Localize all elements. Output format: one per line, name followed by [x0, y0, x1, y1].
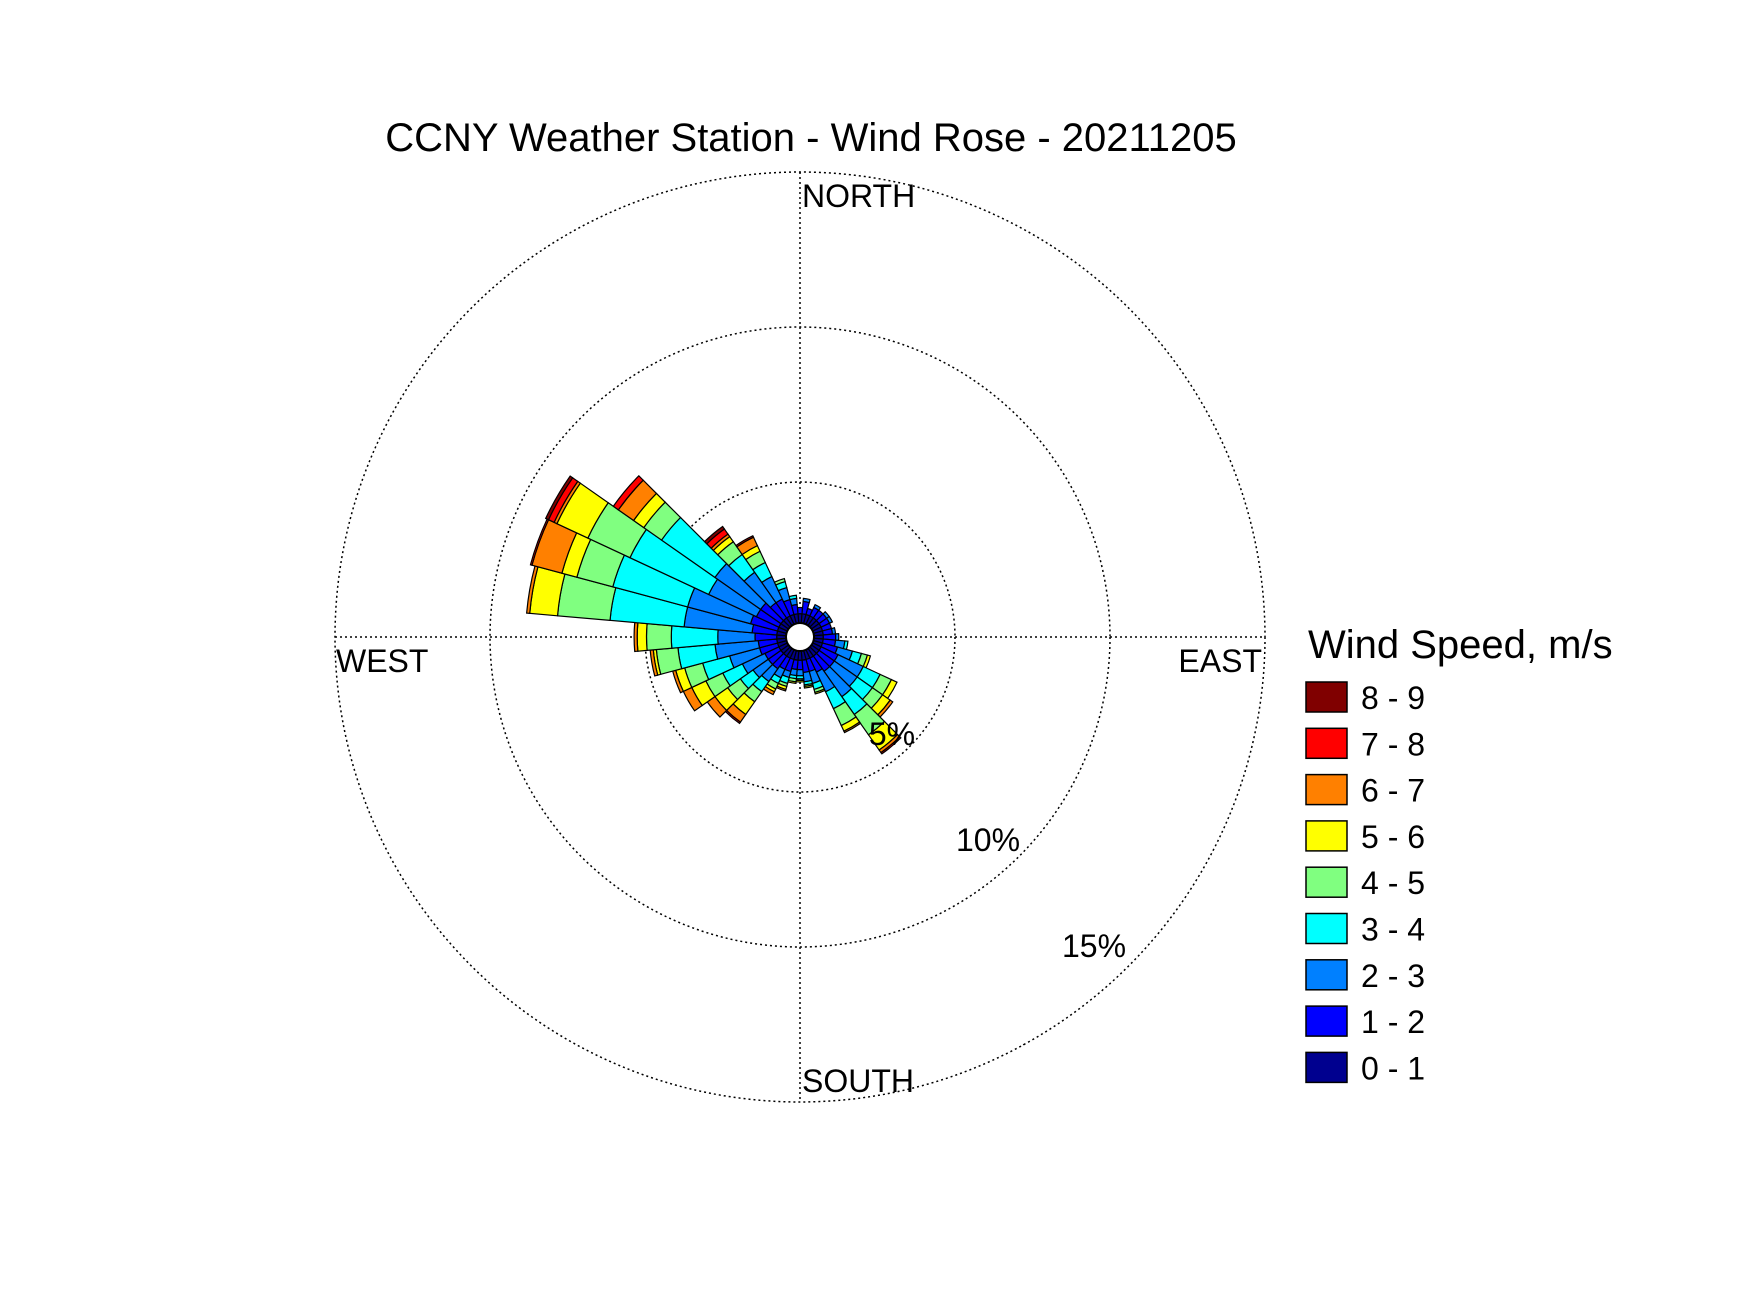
sector-270-bin-6-7 — [633, 621, 639, 653]
legend-swatch-7-8 — [1305, 727, 1348, 760]
legend-label-0-1: 0 - 1 — [1361, 1050, 1425, 1086]
legend-title: Wind Speed, m/s — [1308, 623, 1613, 667]
sector-150-bin-6-7 — [843, 721, 862, 734]
legend-swatch-1-2 — [1305, 1005, 1348, 1037]
legend-swatch-4-5 — [1305, 866, 1348, 898]
ring-label-15: 15% — [1062, 928, 1126, 964]
legend-swatch-5-6 — [1305, 820, 1348, 852]
wind-sectors — [525, 475, 902, 755]
sector-80-bin-2-3 — [830, 627, 837, 635]
legend-swatch-2-3 — [1305, 959, 1348, 991]
sector-350-bin-3-4 — [788, 594, 798, 601]
legend-swatch-6-7 — [1305, 773, 1348, 806]
legend-label-3-4: 3 - 4 — [1361, 912, 1425, 948]
sector-140-bin-7-8 — [880, 735, 902, 755]
legend-swatch-0-1 — [1305, 1051, 1348, 1084]
sector-180-bin-5-6 — [795, 679, 805, 683]
sector-330-bin-7-8 — [735, 535, 755, 548]
sector-160-bin-5-6 — [814, 688, 826, 695]
chart-title: CCNY Weather Station - Wind Rose - 20211… — [385, 116, 1237, 160]
sector-340-bin-4-5 — [773, 577, 786, 586]
sector-270-bin-5-6 — [636, 622, 648, 652]
sector-300-bin-8-9 — [544, 475, 574, 521]
legend-swatch-3-4 — [1305, 912, 1348, 945]
sector-90-bin-2-3 — [834, 632, 840, 642]
ring-label-5: 5% — [869, 716, 915, 752]
south-label: SOUTH — [802, 1063, 914, 1099]
east-label: EAST — [1178, 643, 1262, 679]
sector-170-bin-5-6 — [803, 684, 814, 689]
legend-label-8-9: 8 - 9 — [1361, 680, 1425, 716]
sector-100-bin-3-4 — [842, 640, 849, 651]
sector-270-bin-4-5 — [645, 622, 673, 652]
sector-320-bin-8-9 — [703, 525, 726, 545]
north-label: NORTH — [802, 178, 915, 214]
sector-30-bin-2-3 — [812, 603, 822, 612]
legend-label-1-2: 1 - 2 — [1361, 1004, 1425, 1040]
west-label: WEST — [336, 643, 428, 679]
sector-60-bin-2-3 — [825, 615, 834, 625]
legend-label-6-7: 6 - 7 — [1361, 773, 1425, 809]
legend-label-2-3: 2 - 3 — [1361, 958, 1425, 994]
ring-label-10: 10% — [956, 822, 1020, 858]
sector-10-bin-2-3 — [802, 597, 811, 604]
calm-center — [785, 622, 815, 652]
sector-310-bin-7-8 — [612, 475, 645, 511]
legend-label-4-5: 4 - 5 — [1361, 865, 1425, 901]
legend-label-7-8: 7 - 8 — [1361, 726, 1425, 762]
legend-label-5-6: 5 - 6 — [1361, 819, 1425, 855]
legend: Wind Speed, m/s 8 - 9 7 - 8 6 - 7 5 - 6 4 - … — [1305, 623, 1613, 1086]
legend-swatch-8-9 — [1305, 681, 1348, 713]
